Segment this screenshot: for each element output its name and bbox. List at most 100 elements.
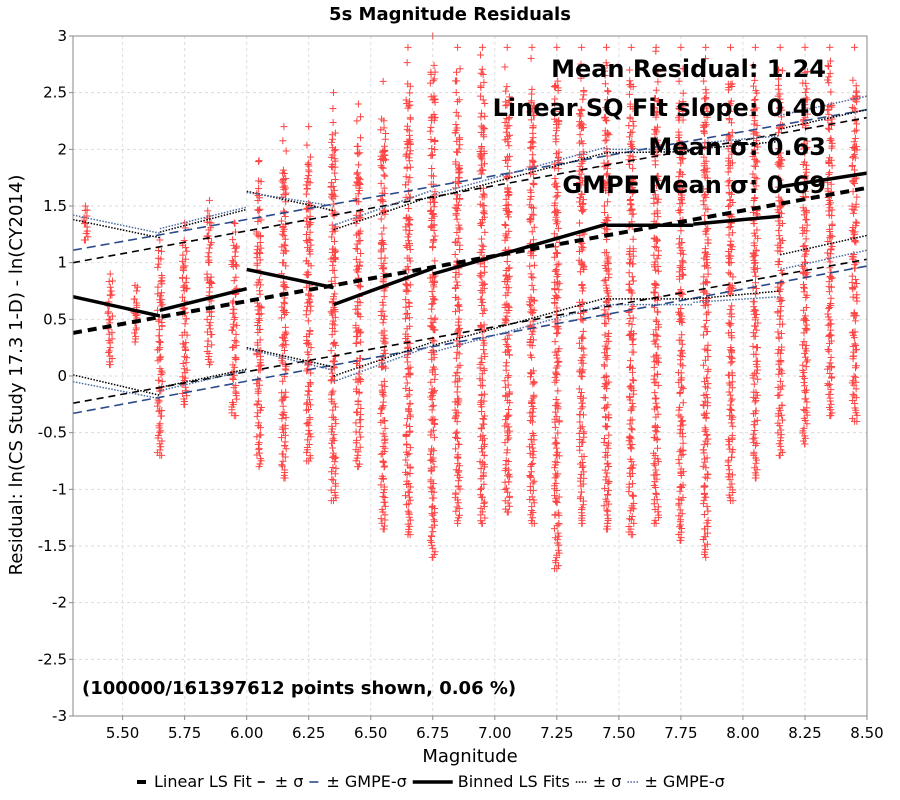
legend-label: ± GMPE-σ (644, 772, 724, 791)
scatter-marker-group (575, 43, 588, 527)
x-tick-label: 7.50 (602, 724, 635, 742)
scatter-marker-group (153, 236, 166, 459)
x-tick-label: 6.50 (354, 724, 387, 742)
annotation-points-shown: (100000/161397612 points shown, 0.06 %) (82, 678, 516, 699)
scatter-marker-group (451, 43, 464, 527)
y-axis-ticks: -3 -2.5 -2 -1.5 -1 -0.5 0 0.5 1 1.5 2 2.5 3 (38, 27, 73, 725)
series-line-binned-ls-fits (779, 171, 868, 189)
scatter-column (80, 202, 92, 244)
annotation-fit-slope: Linear SQ Fit slope: 0.40 (493, 94, 826, 122)
scatter-column (377, 77, 390, 533)
scatter-column (402, 43, 414, 539)
x-tick-label: 6.75 (416, 724, 449, 742)
scatter-marker-group (277, 123, 290, 482)
x-tick-label: 6.00 (230, 724, 263, 742)
legend-label: Linear LS Fit (154, 772, 252, 791)
scatter-marker-group (402, 43, 414, 539)
y-tick-label: 2 (57, 140, 67, 158)
scatter-marker-group (352, 100, 365, 471)
scatter-marker-group (774, 43, 787, 459)
series-line--gmpe- (333, 189, 434, 226)
x-tick-label: 8.50 (850, 724, 883, 742)
fit-lines (72, 95, 868, 415)
scatter-column (253, 157, 265, 471)
scatter-marker-group (501, 43, 514, 516)
y-tick-label: 1.5 (43, 197, 67, 215)
scatter-column (600, 43, 613, 533)
plot-area (72, 32, 868, 717)
legend: Linear LS Fit ± σ ± GMPE-σ Binned LS Fits ± … (137, 772, 725, 791)
scatter-marker-group (203, 196, 216, 369)
y-tick-label: -1 (52, 480, 67, 498)
scatter-marker-group (823, 43, 836, 420)
y-tick-label: -2.5 (38, 650, 67, 668)
scatter-marker-group (178, 219, 191, 408)
series-line-binned-ls-fits (246, 267, 334, 290)
legend-label: ± GMPE-σ (326, 772, 406, 791)
x-tick-label: 7.00 (478, 724, 511, 742)
x-tick-label: 7.75 (664, 724, 697, 742)
series-line--gmpe- (72, 265, 868, 415)
y-tick-label: 2.5 (43, 84, 67, 102)
scatter-column (203, 196, 216, 369)
scatter-column (625, 43, 638, 539)
scatter-column (699, 43, 712, 561)
series-line--gmpe- (333, 344, 434, 383)
series-line-- (693, 140, 781, 151)
annotation-gmpe-mean-sigma: GMPE Mean σ: 0.69 (562, 171, 826, 199)
x-tick-label: 7.25 (540, 724, 573, 742)
scatter-marker-group (228, 219, 241, 420)
legend-label: Binned LS Fits (458, 772, 570, 791)
y-tick-label: 3 (57, 27, 67, 45)
scatter-marker-group (426, 32, 439, 561)
y-axis-label: Residual: ln(CS Study 17.3 1-D) - ln(CY2… (6, 175, 27, 576)
scatter-column (823, 43, 836, 420)
scatter-marker-group (302, 123, 315, 465)
x-tick-label: 8.25 (788, 724, 821, 742)
x-tick-label: 8.00 (726, 724, 759, 742)
series-line--gmpe- (246, 191, 334, 207)
scatter-marker-group (550, 43, 563, 573)
scatter-marker-group (104, 270, 116, 369)
scatter-marker-group (377, 77, 390, 533)
scatter-column (749, 43, 762, 482)
series-line-binned-ls-fits (159, 287, 248, 312)
scatter-marker-group (699, 43, 712, 561)
series-line-- (333, 341, 434, 377)
x-tick-label: 5.75 (168, 724, 201, 742)
legend-label: ± σ (275, 772, 304, 791)
scatter-column (550, 43, 563, 573)
scatter-column (451, 43, 464, 527)
series-line--gmpe- (432, 146, 607, 196)
y-tick-label: 1 (57, 254, 67, 272)
scatter-marker-group (80, 202, 92, 244)
scatter-marker-group (253, 157, 265, 471)
scatter-column (153, 236, 166, 459)
scatter-column (228, 219, 241, 420)
scatter-column (674, 43, 687, 544)
series-line-- (333, 195, 434, 231)
scatter-column (774, 43, 787, 459)
y-tick-label: -2 (52, 594, 67, 612)
scatter-column (178, 219, 191, 408)
annotation-mean-sigma: Mean σ: 0.63 (648, 133, 826, 161)
y-tick-label: -3 (52, 707, 67, 725)
series-line-- (432, 297, 607, 347)
scatter-marker-group (625, 43, 638, 539)
scatter-column (575, 43, 588, 527)
x-tick-label: 6.25 (292, 724, 325, 742)
scatter-column (277, 123, 290, 482)
y-tick-label: 0 (57, 367, 67, 385)
annotations: Mean Residual: 1.24 Linear SQ Fit slope:… (82, 55, 826, 699)
annotation-mean-residual: Mean Residual: 1.24 (551, 55, 826, 83)
series-line-binned-ls-fits (332, 266, 434, 307)
scatter-column (724, 43, 737, 505)
scatter-marker-group (724, 43, 737, 505)
y-tick-label: 0.5 (43, 310, 67, 328)
series-line-- (606, 150, 694, 154)
chart-title: 5s Magnitude Residuals (329, 4, 571, 25)
scatter-column (302, 123, 315, 465)
y-tick-label: -1.5 (38, 537, 67, 555)
scatter-column (501, 43, 514, 516)
